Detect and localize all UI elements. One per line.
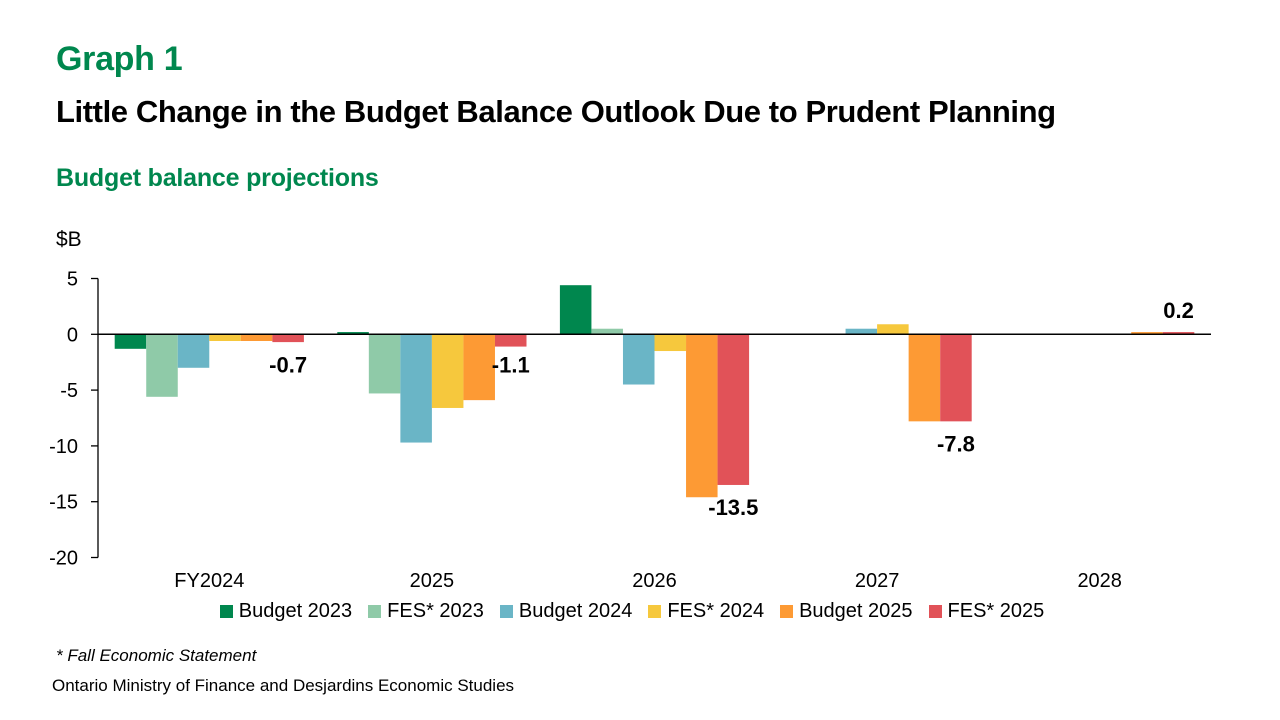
y-tick-label: -15 [49,492,78,514]
data-label: -7.8 [937,431,975,456]
y-tick-label: -10 [49,436,78,458]
y-tick-label: 0 [67,324,78,346]
legend-label: FES* 2025 [947,600,1045,622]
source-note: Ontario Ministry of Finance and Desjardi… [52,676,515,695]
axes-layer: 5 0 -5 -10 -15 -20 FY2024 2025 2026 2027 2028 [49,269,1211,592]
bars-layer [114,285,1195,498]
x-tick-label: 2025 [410,570,455,592]
bar [877,324,909,335]
legend-label: Budget 2024 [518,600,633,622]
bar [717,334,750,485]
x-tick-label: 2028 [1077,570,1122,592]
bar [177,334,210,368]
bar [337,332,369,335]
data-label: -13.5 [708,495,758,520]
footnote: * Fall Economic Statement [56,646,257,665]
legend-item: FES* 2024 [648,600,764,623]
legend-swatch-icon [928,605,942,618]
y-tick-label: 5 [67,269,78,291]
legend-swatch-icon [219,605,233,618]
bar [940,334,972,422]
legend-label: FES* 2024 [667,600,765,622]
bar [559,285,592,335]
legend-item: FES* 2023 [368,600,484,623]
data-label: -0.7 [269,352,307,377]
legend-swatch-icon [648,605,662,618]
data-label: 0.2 [1163,298,1194,323]
x-tick-label: FY2024 [174,570,244,592]
bar [1131,332,1163,335]
y-tick-label: -20 [49,548,78,570]
bar [368,334,401,394]
y-tick-label: -5 [60,380,78,402]
bar [114,334,147,349]
bar [431,334,464,408]
bar [908,334,941,422]
bar [463,334,495,401]
y-axis-unit-label: $B [56,228,82,251]
data-label: -1.1 [492,352,530,377]
bar [494,334,527,347]
legend-swatch-icon [780,605,794,618]
bar [240,334,273,341]
legend-swatch-icon [499,605,513,618]
legend-label: FES* 2023 [387,600,484,622]
bar [146,334,178,397]
bar [622,334,655,385]
legend-label: Budget 2023 [238,600,353,622]
chart-title: Little Change in the Budget Balance Outl… [56,94,1056,129]
bar [686,334,718,498]
graph-label: Graph 1 [56,40,183,78]
x-tick-label: 2026 [632,570,677,592]
bar [209,334,241,341]
legend-item: Budget 2023 [219,600,353,623]
labels-layer: -0.7 -1.1 -13.5 -7.8 0.2 [269,298,1194,520]
bar [1162,332,1195,335]
bar [272,334,304,343]
bar [845,328,878,335]
bar [400,334,432,443]
legend-swatch-icon [368,605,382,618]
legend-item: Budget 2025 [780,600,913,623]
legend-item: FES* 2025 [928,600,1045,623]
x-tick-label: 2027 [855,570,900,592]
legend-label: Budget 2025 [799,600,913,622]
legend-item: Budget 2024 [499,600,633,623]
bar [591,328,623,335]
chart-legend: Budget 2023 FES* 2023 Budget 2024 FES* 2024… [0,600,1280,623]
chart-subtitle: Budget balance projections [56,164,379,192]
bar [654,334,687,352]
